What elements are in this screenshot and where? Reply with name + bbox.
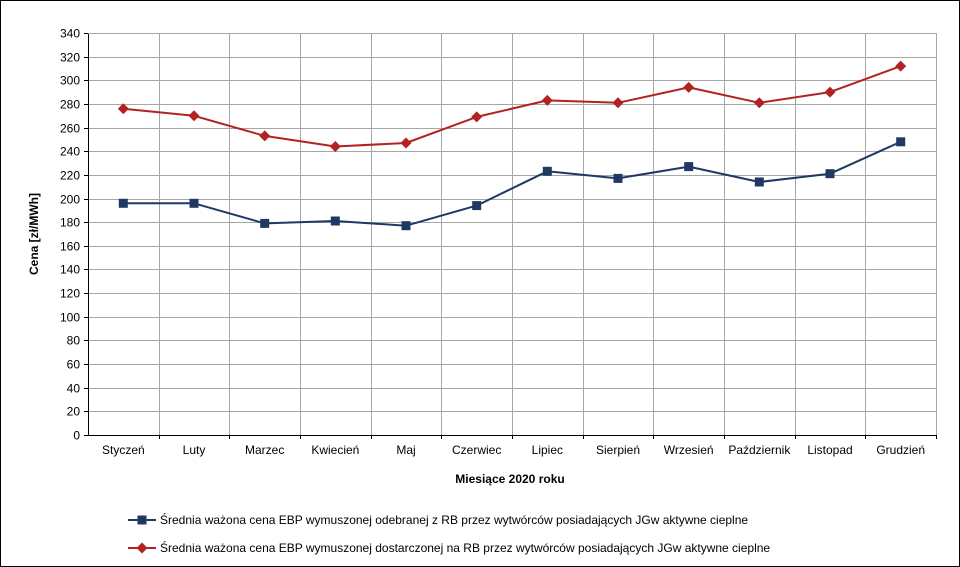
legend: Średnia ważona cena EBP wymuszonej odebr… xyxy=(128,512,770,555)
data-point-series-2 xyxy=(117,103,129,115)
y-tick-label: 20 xyxy=(67,405,81,419)
x-tick-label: Kwiecień xyxy=(311,443,359,457)
data-point-series-2 xyxy=(612,97,624,109)
data-point-series-1 xyxy=(542,166,552,176)
legend-marker-series-2 xyxy=(136,542,148,554)
data-point-series-1 xyxy=(189,198,199,208)
y-tick-label: 160 xyxy=(60,240,80,254)
y-tick-label: 0 xyxy=(73,429,80,443)
x-tick-label: Luty xyxy=(183,443,206,457)
y-tick-label: 280 xyxy=(60,98,80,112)
x-tick-label: Marzec xyxy=(245,443,284,457)
legend-item-series-1: Średnia ważona cena EBP wymuszonej odebr… xyxy=(128,512,748,527)
legend-item-series-2: Średnia ważona cena EBP wymuszonej dosta… xyxy=(128,540,770,555)
data-point-series-2 xyxy=(753,97,765,109)
y-tick-label: 100 xyxy=(60,311,80,325)
series-line-2 xyxy=(123,65,902,148)
y-tick-label: 80 xyxy=(67,334,81,348)
data-point-series-2 xyxy=(541,94,553,106)
gridlines xyxy=(84,33,937,439)
data-point-series-1 xyxy=(401,221,411,231)
x-tick-label: Lipiec xyxy=(532,443,563,457)
x-tick-label: Sierpień xyxy=(596,443,640,457)
y-tick-label: 200 xyxy=(60,193,80,207)
y-tick-label: 240 xyxy=(60,145,80,159)
data-point-series-1 xyxy=(330,216,340,226)
x-tick-label: Grudzień xyxy=(876,443,925,457)
data-point-series-2 xyxy=(400,137,412,149)
data-point-series-2 xyxy=(471,111,483,123)
data-point-series-2 xyxy=(329,141,341,152)
data-point-series-2 xyxy=(895,60,907,72)
x-tick-labels: Styczeń Luty Marzec Kwiecień Maj Czerwiec Lipi… xyxy=(102,443,925,457)
y-tick-label: 320 xyxy=(60,51,80,65)
legend-label-series-1: Średnia ważona cena EBP wymuszonej odebr… xyxy=(160,512,748,527)
y-axis-title: Cena [zł/MWh] xyxy=(27,193,41,275)
y-tick-label: 40 xyxy=(67,382,81,396)
data-point-series-2 xyxy=(188,110,200,122)
x-tick-label: Listopad xyxy=(807,443,852,457)
data-point-series-1 xyxy=(472,201,482,211)
y-tick-label: 60 xyxy=(67,358,81,372)
data-point-series-1 xyxy=(118,198,128,208)
y-tick-label: 180 xyxy=(60,216,80,230)
data-point-series-1 xyxy=(260,218,270,228)
y-tick-label: 120 xyxy=(60,287,80,301)
data-point-series-2 xyxy=(259,130,271,142)
axes xyxy=(88,33,937,436)
legend-marker-series-1 xyxy=(137,515,147,525)
y-tick-labels: 0 20 40 60 80 100 120 140 160 180 200 220 240 260 280 3… xyxy=(60,27,80,443)
y-tick-label: 260 xyxy=(60,122,80,136)
data-point-series-1 xyxy=(613,173,623,183)
x-tick-label: Maj xyxy=(396,443,415,457)
data-point-series-1 xyxy=(896,137,906,147)
x-tick-label: Październik xyxy=(728,443,791,457)
data-point-series-2 xyxy=(824,86,836,98)
data-point-series-1 xyxy=(754,177,764,187)
series-line-1 xyxy=(123,140,902,227)
data-point-series-2 xyxy=(683,81,695,93)
data-point-series-1 xyxy=(825,169,835,179)
y-tick-label: 340 xyxy=(60,27,80,41)
y-tick-label: 220 xyxy=(60,169,80,183)
legend-label-series-2: Średnia ważona cena EBP wymuszonej dosta… xyxy=(160,540,770,555)
y-tick-label: 140 xyxy=(60,263,80,277)
series-markers xyxy=(117,60,907,231)
x-axis-title: Miesiące 2020 roku xyxy=(455,472,564,486)
x-tick-label: Czerwiec xyxy=(452,443,501,457)
data-point-series-1 xyxy=(684,162,694,172)
series-lines xyxy=(123,65,902,227)
x-tick-label: Wrzesień xyxy=(664,443,714,457)
x-tick-label: Styczeń xyxy=(102,443,145,457)
y-tick-label: 300 xyxy=(60,74,80,88)
